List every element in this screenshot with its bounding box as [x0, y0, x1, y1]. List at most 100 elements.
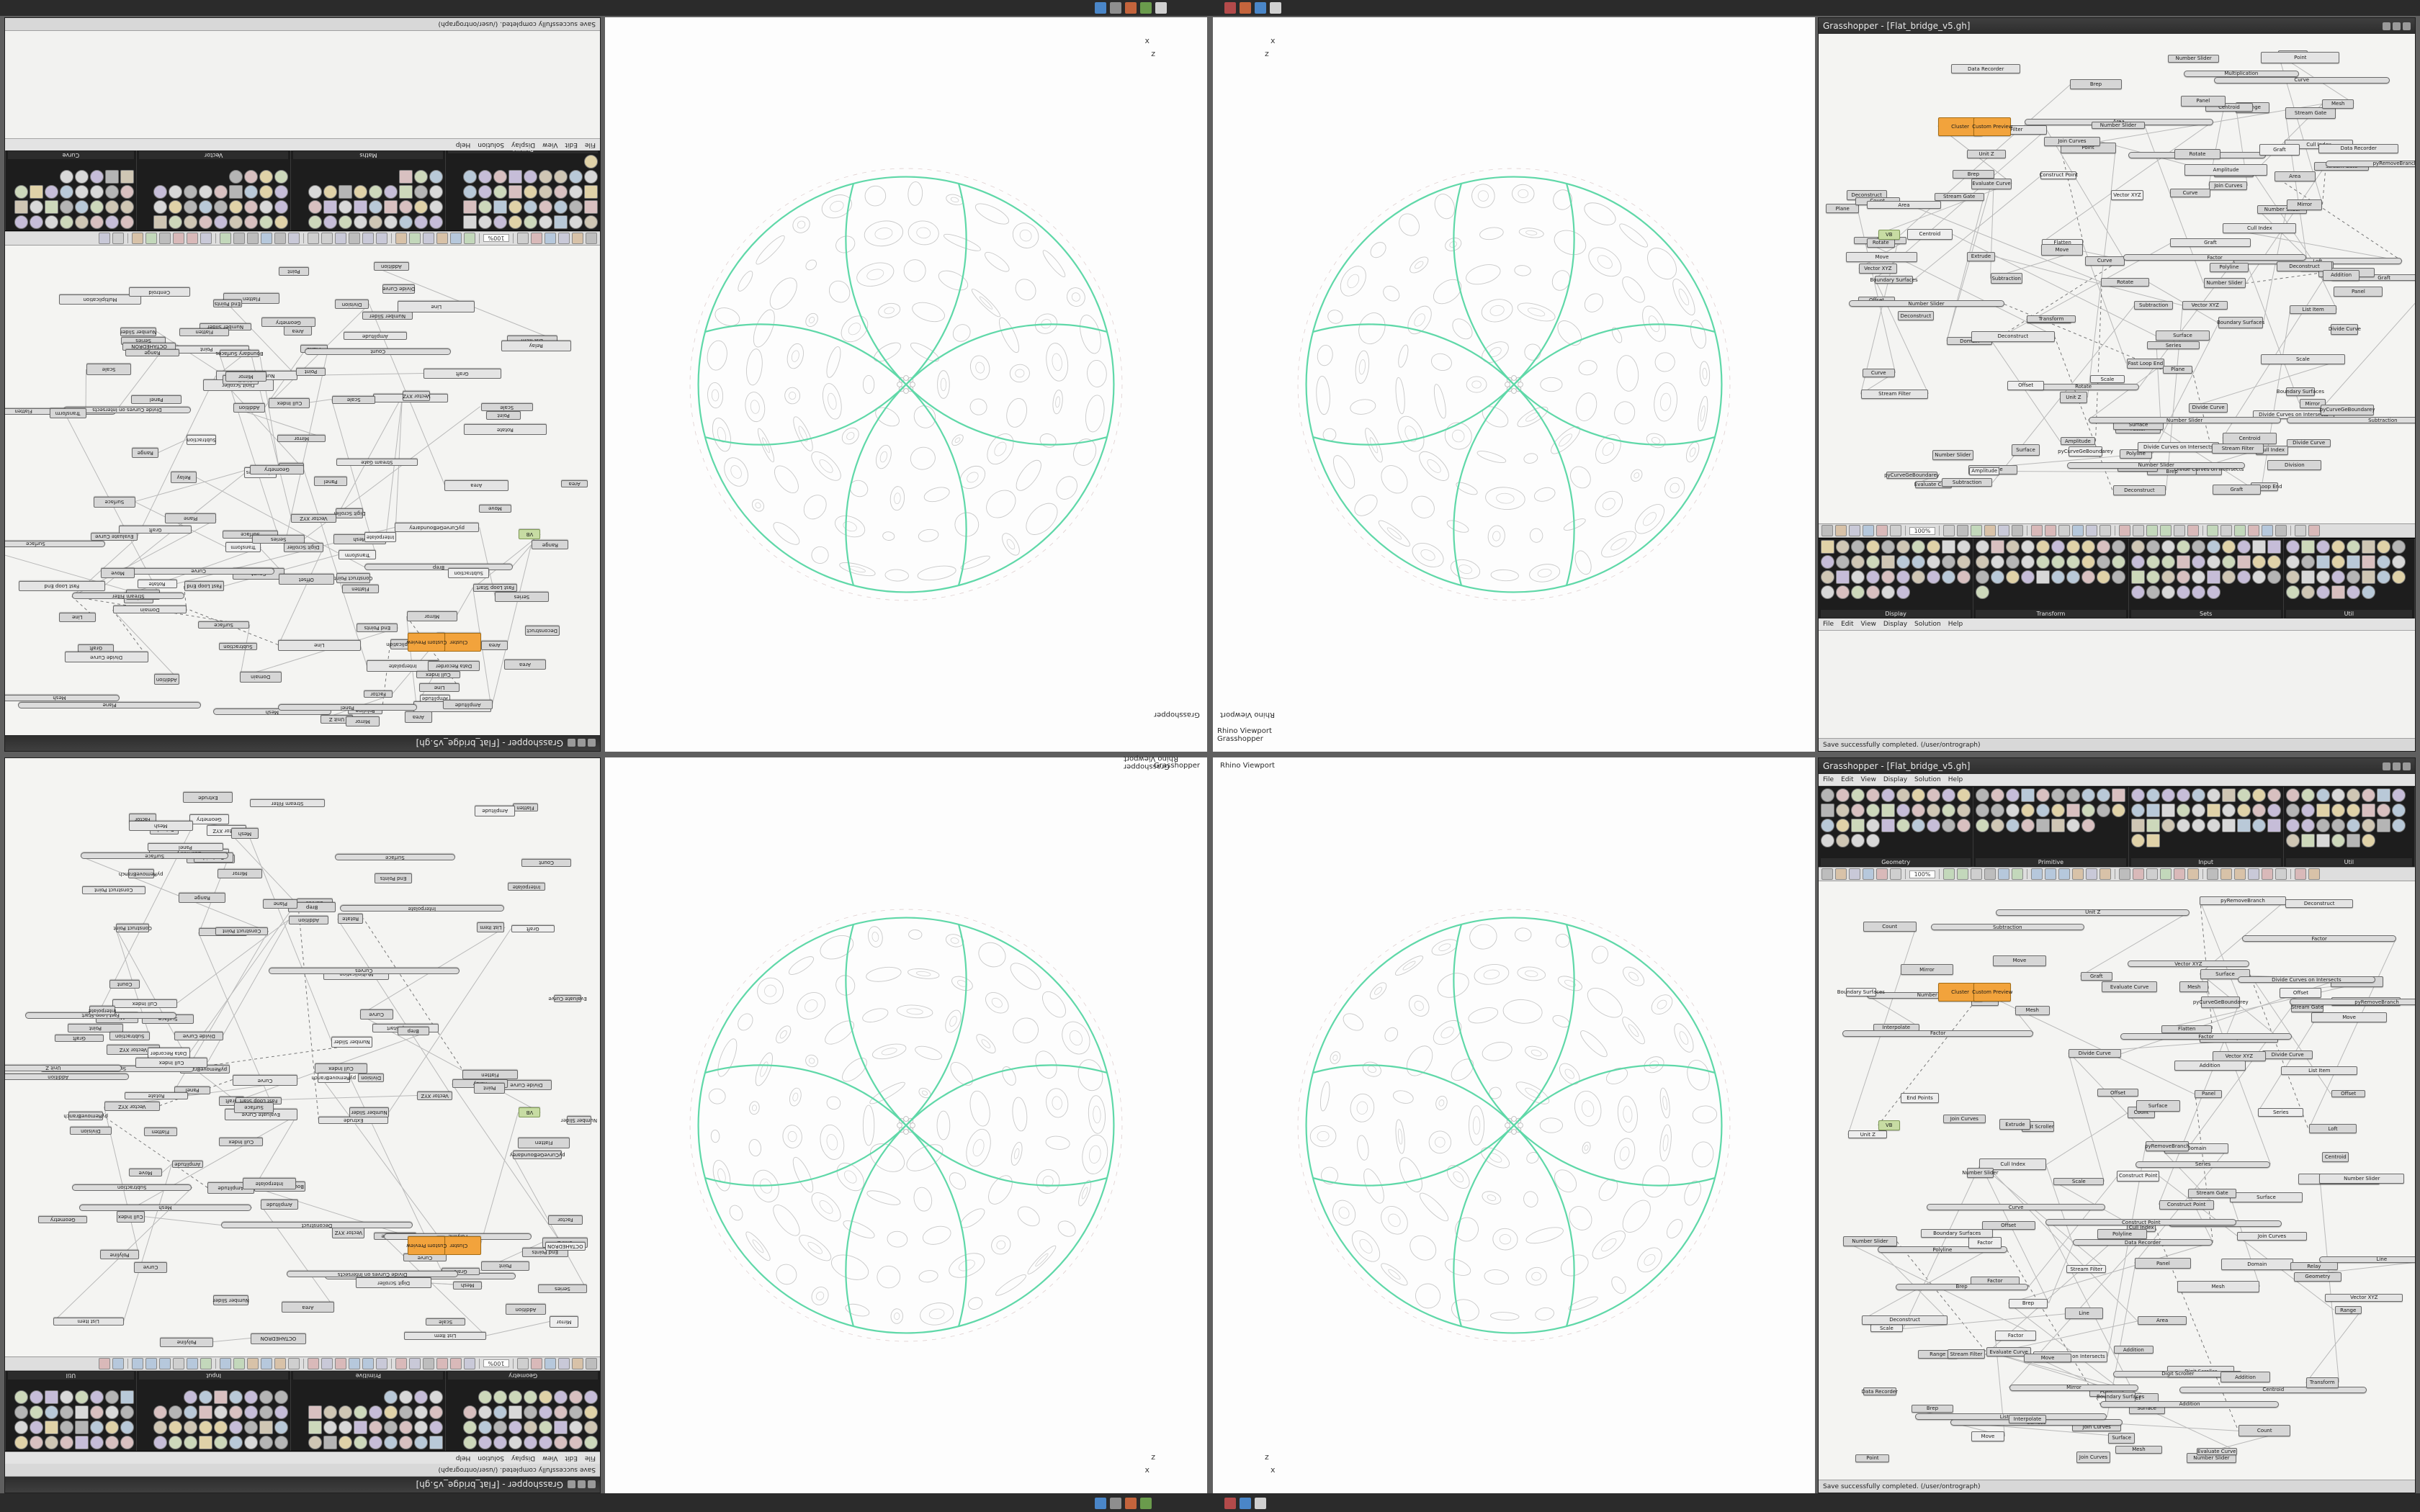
ribbon-component-icon[interactable]: [89, 1405, 104, 1419]
gh-component[interactable]: Plane: [164, 513, 217, 524]
toolbar-icon[interactable]: [2086, 868, 2097, 880]
ribbon-component-icon[interactable]: [508, 215, 522, 229]
grasshopper-window-top-left[interactable]: Grasshopper - [Flat_bridge_v5.gh] Transf…: [4, 17, 601, 752]
ribbon-component-icon[interactable]: [14, 1436, 28, 1449]
toolbar-icon[interactable]: [2174, 868, 2185, 880]
gh-component[interactable]: Relay: [501, 340, 571, 352]
ribbon-component-icon[interactable]: [1851, 788, 1865, 802]
taskbar-icons-bottom-left-group[interactable]: [1095, 1498, 1152, 1509]
ribbon-component-icon[interactable]: [569, 1405, 583, 1419]
ribbon-component-icon[interactable]: [74, 1421, 89, 1434]
ribbon-component-icon[interactable]: [524, 1405, 537, 1419]
ribbon-component-icon[interactable]: [153, 185, 168, 199]
ribbon-component-icon[interactable]: [554, 1390, 568, 1404]
menu-item[interactable]: Help: [1948, 621, 1963, 628]
ribbon-component-icon[interactable]: [414, 185, 429, 199]
gh-component[interactable]: Surface: [80, 852, 229, 860]
ribbon-component-icon[interactable]: [2130, 804, 2145, 817]
gh-component[interactable]: Point: [486, 410, 521, 420]
ribbon-component-icon[interactable]: [2191, 819, 2205, 832]
toolbar-icon[interactable]: [409, 1358, 421, 1369]
gh-component[interactable]: Number Slider: [2167, 55, 2220, 63]
toolbar-icon[interactable]: [2058, 525, 2070, 536]
rhino-viewport-top-right[interactable]: x z Rhino Viewport: [1213, 17, 1815, 752]
ribbon-component-icon[interactable]: [120, 170, 134, 184]
ribbon-component-icon[interactable]: [2361, 570, 2375, 584]
ribbon-component-icon[interactable]: [2161, 804, 2175, 817]
gh-component[interactable]: Flatten: [2161, 1025, 2213, 1034]
ribbon-component-icon[interactable]: [274, 1390, 289, 1404]
ribbon-component-icon[interactable]: [2251, 819, 2266, 832]
gh-component[interactable]: Vector XYZ: [290, 513, 336, 523]
ribbon-component-icon[interactable]: [2066, 804, 2081, 817]
ribbon-component-icon[interactable]: [2021, 819, 2035, 832]
toolbar-icon[interactable]: [531, 1358, 542, 1369]
gh-component[interactable]: Unit Z: [1996, 909, 2190, 916]
gh-component[interactable]: Offset: [2331, 1089, 2366, 1098]
ribbon-component-icon[interactable]: [2066, 540, 2081, 554]
gh-component[interactable]: Subtraction: [219, 642, 257, 650]
ribbon-component-icon[interactable]: [2051, 819, 2066, 832]
ribbon-component-icon[interactable]: [539, 1390, 552, 1404]
gh-component[interactable]: Unit Z: [1967, 149, 2006, 159]
gh-component[interactable]: Number Slider: [2203, 278, 2246, 288]
ribbon-component-icon[interactable]: [2285, 788, 2300, 802]
toolbar-icon[interactable]: [2045, 868, 2056, 880]
ribbon-group[interactable]: Input: [135, 1370, 291, 1451]
ribbon-top-right[interactable]: Display Transform Sets Util: [1819, 538, 2415, 620]
ribbon-component-icon[interactable]: [2112, 540, 2126, 554]
ribbon-tab-label[interactable]: Display: [1821, 610, 1971, 618]
ribbon-component-icon[interactable]: [369, 200, 383, 214]
gh-component[interactable]: Offset: [2007, 380, 2045, 391]
ribbon-component-icon[interactable]: [2161, 570, 2175, 584]
gh-component[interactable]: Mirror: [346, 716, 380, 727]
ribbon-component-icon[interactable]: [2391, 804, 2406, 817]
ribbon-component-icon[interactable]: [1836, 555, 1850, 569]
ribbon-component-icon[interactable]: [2376, 804, 2390, 817]
gh-component[interactable]: Stream Gate: [336, 458, 418, 466]
ribbon-component-icon[interactable]: [2036, 788, 2051, 802]
gh-component[interactable]: pyCurveGeBoundarey: [2193, 996, 2249, 1008]
ribbon-tab-label[interactable]: Primitive: [1976, 858, 2126, 866]
gh-component[interactable]: Amplitude: [2184, 164, 2267, 176]
gh-component[interactable]: Move: [479, 504, 511, 513]
gh-component[interactable]: Domain: [2220, 1259, 2293, 1270]
ribbon-component-icon[interactable]: [1821, 585, 1834, 599]
toolbar-icon[interactable]: [2234, 525, 2246, 536]
gh-component[interactable]: Centroid: [1907, 228, 1953, 240]
ribbon-component-icon[interactable]: [384, 185, 398, 199]
ribbon-component-icon[interactable]: [554, 170, 568, 184]
gh-component[interactable]: Line: [277, 639, 361, 652]
ribbon-component-icon[interactable]: [14, 215, 28, 229]
gh-component[interactable]: Flatten: [179, 328, 230, 337]
ribbon-component-icon[interactable]: [554, 215, 568, 229]
ribbon-component-icon[interactable]: [184, 1421, 198, 1434]
ribbon-component-icon[interactable]: [2051, 555, 2066, 569]
gh-component[interactable]: Addition: [233, 402, 265, 413]
gh-component[interactable]: Subtraction: [72, 1184, 192, 1191]
gh-component[interactable]: Series: [2147, 341, 2200, 349]
gh-component[interactable]: Plane: [263, 899, 298, 909]
toolbar-icon[interactable]: [335, 233, 346, 244]
toolbar-icon[interactable]: [2045, 525, 2056, 536]
gh-component[interactable]: Mesh: [2015, 1005, 2050, 1016]
ribbon-component-icon[interactable]: [2346, 570, 2360, 584]
toolbar-icon[interactable]: [395, 233, 407, 244]
ribbon-component-icon[interactable]: [569, 170, 583, 184]
ribbon-component-icon[interactable]: [539, 1421, 552, 1434]
ribbon-component-icon[interactable]: [1927, 570, 1940, 584]
gh-component[interactable]: Number Slider: [349, 1107, 389, 1118]
toolbar-icon[interactable]: [288, 233, 300, 244]
ribbon-component-icon[interactable]: [14, 1421, 28, 1434]
ribbon-component-icon[interactable]: [74, 1436, 89, 1449]
ribbon-component-icon[interactable]: [274, 185, 289, 199]
menu-item[interactable]: File: [1823, 621, 1834, 628]
ribbon-component-icon[interactable]: [2176, 788, 2190, 802]
ribbon-component-icon[interactable]: [429, 185, 444, 199]
ribbon-component-icon[interactable]: [2206, 570, 2220, 584]
gh-component[interactable]: Multiplication: [2184, 70, 2299, 77]
toolbar-icon[interactable]: [572, 1358, 583, 1369]
ribbon-component-icon[interactable]: [2036, 819, 2051, 832]
toolbar-icon[interactable]: [2119, 868, 2130, 880]
ribbon-component-icon[interactable]: [2331, 570, 2345, 584]
